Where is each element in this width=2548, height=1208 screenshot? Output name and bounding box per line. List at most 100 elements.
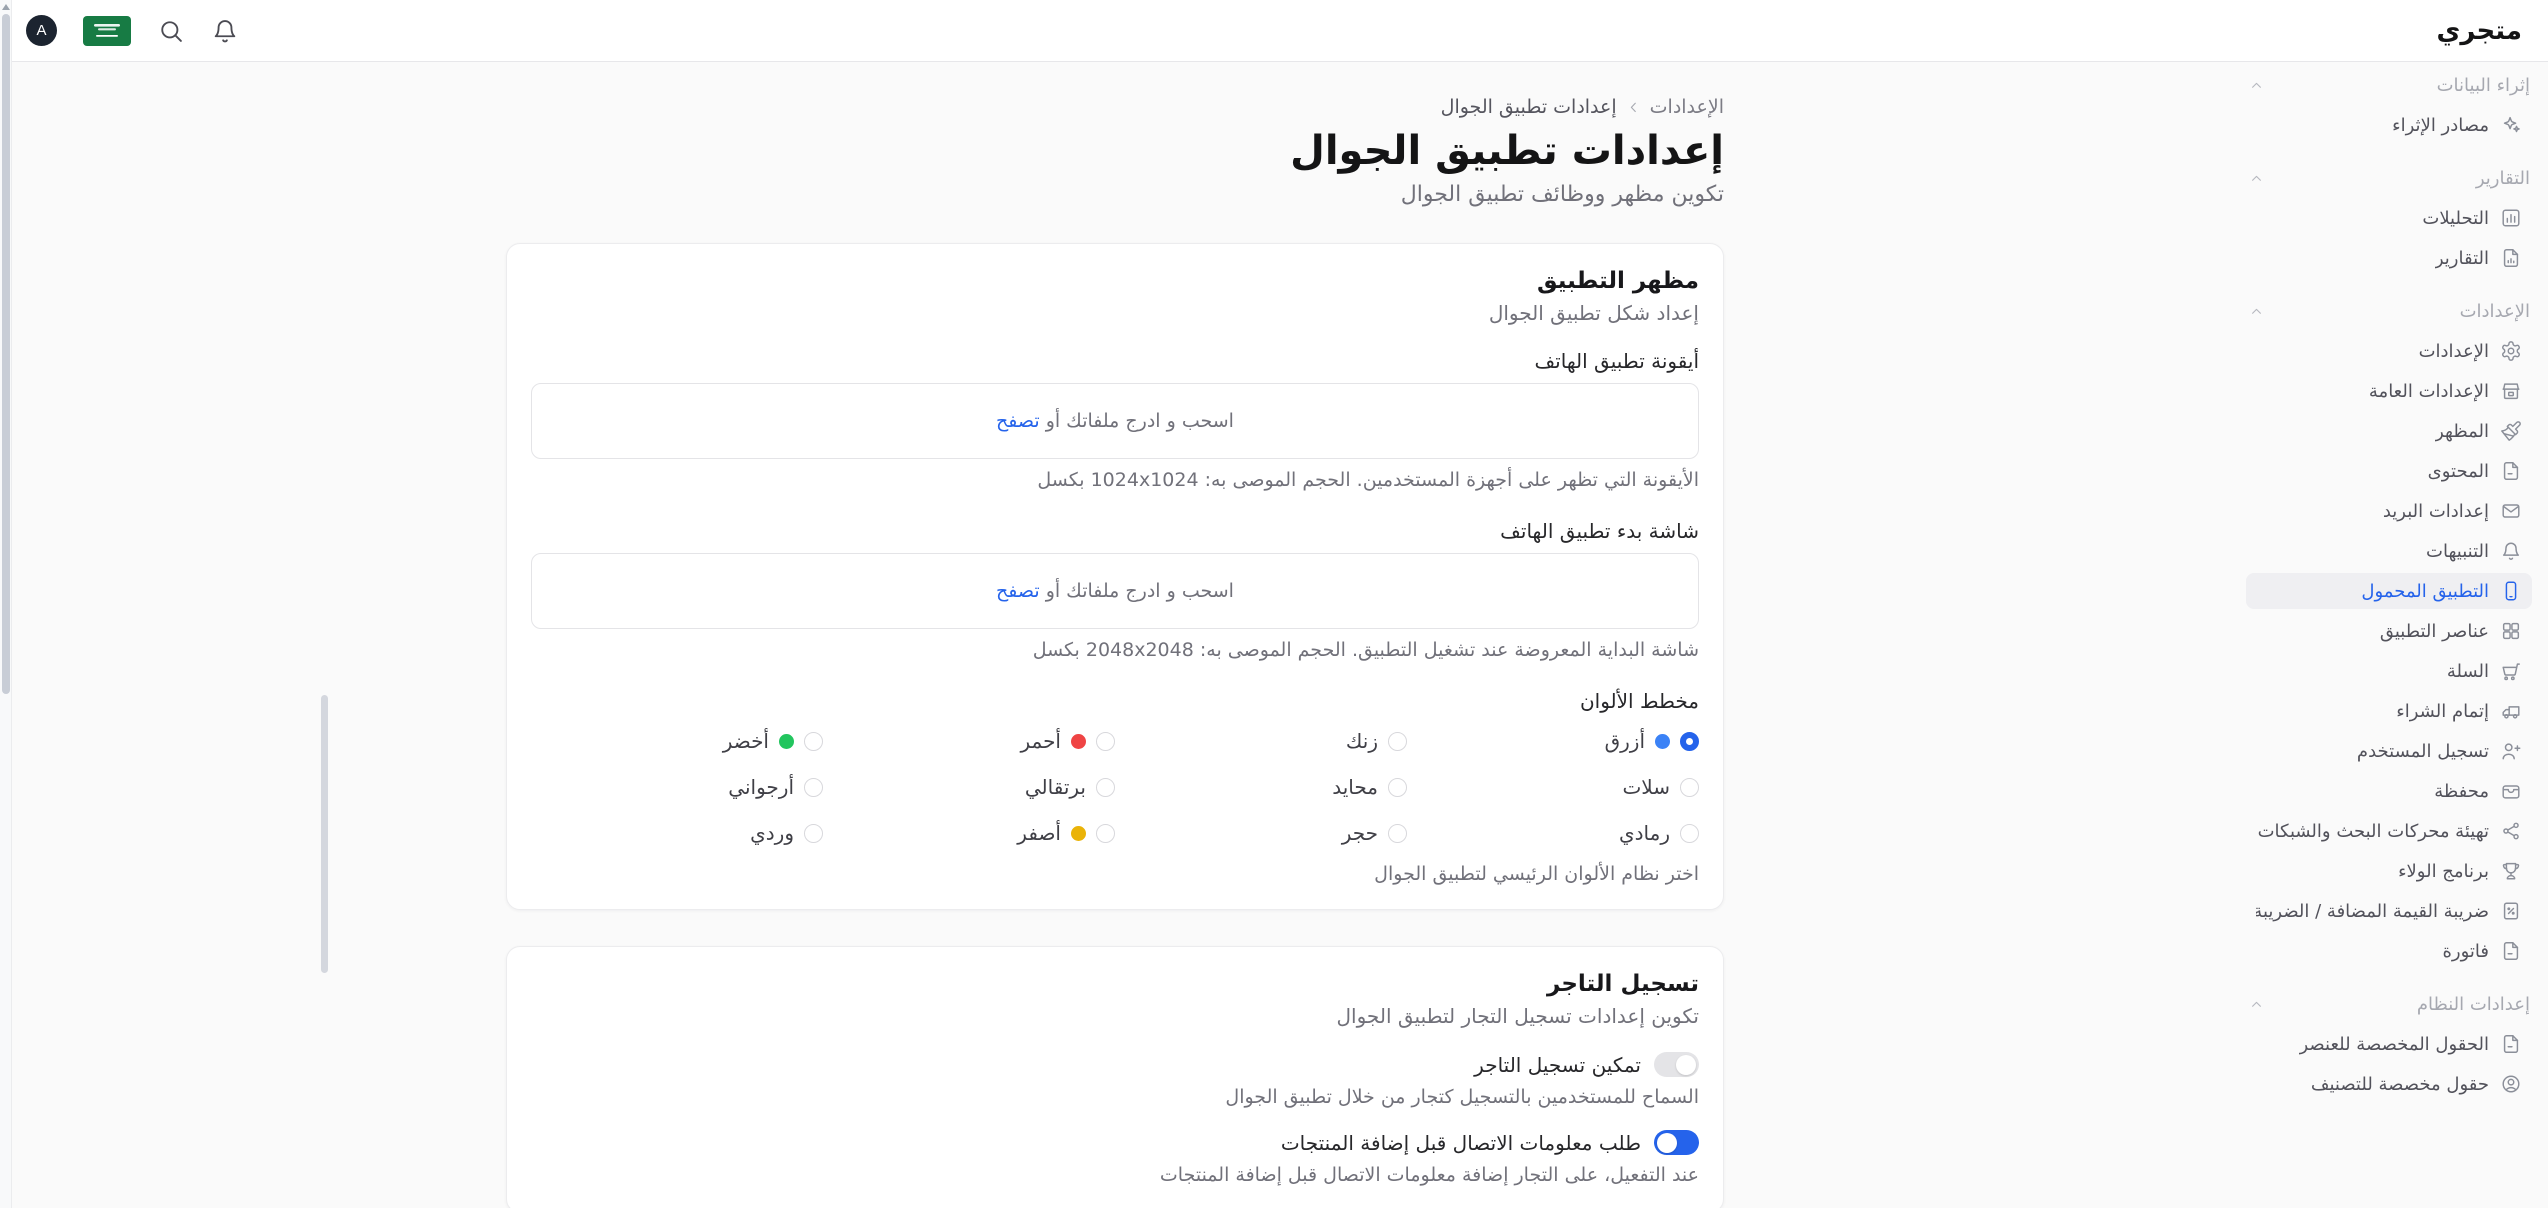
color-option[interactable]: أخضر <box>531 729 823 753</box>
color-swatch <box>1071 825 1086 841</box>
sidebar-item[interactable]: السلة <box>2246 653 2532 689</box>
sidebar-item[interactable]: التنبيهات <box>2246 533 2532 569</box>
section-header-label: التقارير <box>2475 167 2530 189</box>
chevron-up-icon <box>2248 303 2265 320</box>
topbar: متجري A <box>0 0 2548 62</box>
splash-screen-helper: شاشة البداية المعروضة عند تشغيل التطبيق.… <box>1032 639 1699 661</box>
chevron-up-icon <box>2248 170 2265 187</box>
sidebar-item[interactable]: تهيئة محركات البحث والشبكات الاجتما... <box>2246 813 2532 849</box>
page-subtitle: تكوين مظهر ووظائف تطبيق الجوال <box>1400 182 1724 207</box>
saudi-flag-language-icon[interactable] <box>83 15 131 46</box>
color-option[interactable]: أزرق <box>1407 729 1699 753</box>
main-content: الإعدادات إعدادات تطبيق الجوال إعدادات ت… <box>0 62 2230 1208</box>
color-option[interactable]: أحمر <box>823 729 1115 753</box>
radio-button[interactable] <box>804 731 823 751</box>
sidebar-item[interactable]: المحتوى <box>2246 453 2532 489</box>
page-title: إعدادات تطبيق الجوال <box>1290 128 1724 174</box>
radio-button[interactable] <box>804 823 823 843</box>
radio-button[interactable] <box>1680 731 1699 751</box>
page-scrollbar[interactable] <box>0 0 12 1208</box>
sidebar-item[interactable]: الإعدادات العامة <box>2246 373 2532 409</box>
color-option[interactable]: محايد <box>1115 775 1407 799</box>
sidebar-item-label: حقول مخصصة للتصنيف <box>2310 1073 2489 1095</box>
section-header-label: إثراء البيانات <box>2436 74 2530 96</box>
color-option[interactable]: زنك <box>1115 729 1407 753</box>
color-option-label: أخضر <box>722 729 769 753</box>
user-avatar[interactable]: A <box>26 15 57 46</box>
radio-button[interactable] <box>1680 823 1699 843</box>
sidebar-item-label: برنامج الولاء <box>2398 860 2489 882</box>
sidebar-item[interactable]: حقول مخصصة للتصنيف <box>2246 1066 2532 1102</box>
color-option-label: زنك <box>1345 729 1378 753</box>
scrollbar-up-arrow-icon[interactable] <box>2 4 10 10</box>
toggle-switch[interactable] <box>1654 1052 1699 1077</box>
toggle-label: طلب معلومات الاتصال قبل إضافة المنتجات <box>1280 1130 1641 1155</box>
topbar-actions: A <box>26 15 239 46</box>
breadcrumb-item-settings[interactable]: الإعدادات <box>1649 96 1724 118</box>
sparkles-icon <box>2500 114 2522 136</box>
radio-button[interactable] <box>1388 731 1407 751</box>
browse-link[interactable]: تصفح <box>996 580 1040 602</box>
color-option[interactable]: رمادي <box>1407 821 1699 845</box>
toggle-block: طلب معلومات الاتصال قبل إضافة المنتجات ع… <box>531 1130 1699 1186</box>
truck-icon <box>2500 700 2522 722</box>
sidebar-item[interactable]: تسجيل المستخدم <box>2246 733 2532 769</box>
sidebar-item-label: الحقول المخصصة للعنصر <box>2299 1033 2489 1055</box>
splash-screen-label: شاشة بدء تطبيق الهاتف <box>1500 519 1699 543</box>
sidebar-item-label: التحليلات <box>2422 207 2489 229</box>
sidebar-item[interactable]: إتمام الشراء <box>2246 693 2532 729</box>
sidebar-item[interactable]: عناصر التطبيق <box>2246 613 2532 649</box>
sidebar-item[interactable]: الحقول المخصصة للعنصر <box>2246 1026 2532 1062</box>
card-title: مظهر التطبيق <box>1537 268 1699 294</box>
sidebar-item[interactable]: التطبيق المحمول <box>2246 573 2532 609</box>
sidebar-item-label: المظهر <box>2435 420 2489 442</box>
trophy-icon <box>2500 860 2522 882</box>
app-icon-field: أيقونة تطبيق الهاتف اسحب و ادرج ملفاتك أ… <box>531 349 1699 491</box>
radio-button[interactable] <box>1680 777 1699 797</box>
sidebar-item[interactable]: المظهر <box>2246 413 2532 449</box>
sidebar-item[interactable]: التحليلات <box>2246 200 2532 236</box>
dropzone-text: اسحب و ادرج ملفاتك أو <box>1045 410 1234 432</box>
page-scrollbar-thumb[interactable] <box>2 14 10 694</box>
radio-button[interactable] <box>1096 777 1115 797</box>
toggle-switch[interactable] <box>1654 1130 1699 1155</box>
color-option[interactable]: أرجواني <box>531 775 823 799</box>
sidebar-item[interactable]: الإعدادات <box>2246 333 2532 369</box>
notifications-bell-icon[interactable] <box>211 17 239 45</box>
sidebar-item[interactable]: ضريبة القيمة المضافة / الضريبة <box>2246 893 2532 929</box>
radio-button[interactable] <box>1096 823 1115 843</box>
sidebar-item[interactable]: التقارير <box>2246 240 2532 276</box>
cart-icon <box>2500 660 2522 682</box>
app-icon-dropzone[interactable]: اسحب و ادرج ملفاتك أو تصفح <box>531 383 1699 459</box>
sidebar-section-header[interactable]: إعدادات النظام <box>2248 991 2530 1017</box>
color-option[interactable]: سلات <box>1407 775 1699 799</box>
sidebar-item[interactable]: محفظة <box>2246 773 2532 809</box>
app-icon-helper: الأيقونة التي تظهر على أجهزة المستخدمين.… <box>1037 469 1699 491</box>
radio-button[interactable] <box>1388 823 1407 843</box>
sidebar-item[interactable]: إعدادات البريد <box>2246 493 2532 529</box>
sidebar-section-header[interactable]: التقارير <box>2248 165 2530 191</box>
app-appearance-card: مظهر التطبيق إعداد شكل تطبيق الجوال أيقو… <box>506 243 1724 910</box>
radio-button[interactable] <box>1388 777 1407 797</box>
sidebar-scrollbar-thumb[interactable] <box>321 695 328 973</box>
browse-link[interactable]: تصفح <box>996 410 1040 432</box>
sidebar-item[interactable]: فاتورة <box>2246 933 2532 969</box>
color-option[interactable]: أصفر <box>823 821 1115 845</box>
search-icon[interactable] <box>157 17 185 45</box>
sidebar-section-header[interactable]: الإعدادات <box>2248 298 2530 324</box>
section-header-label: الإعدادات <box>2459 300 2530 322</box>
color-option[interactable]: برتقالي <box>823 775 1115 799</box>
sidebar-section-header[interactable]: إثراء البيانات <box>2248 72 2530 98</box>
color-option[interactable]: حجر <box>1115 821 1407 845</box>
radio-button[interactable] <box>804 777 823 797</box>
sidebar-item[interactable]: برنامج الولاء <box>2246 853 2532 889</box>
gear-icon <box>2500 340 2522 362</box>
color-swatch <box>1655 733 1670 749</box>
color-scheme-helper: اختر نظام الألوان الرئيسي لتطبيق الجوال <box>1374 863 1699 885</box>
radio-button[interactable] <box>1096 731 1115 751</box>
sidebar-item-label: تسجيل المستخدم <box>2356 740 2489 762</box>
splash-screen-dropzone[interactable]: اسحب و ادرج ملفاتك أو تصفح <box>531 553 1699 629</box>
color-option[interactable]: وردي <box>531 821 823 845</box>
toggle-knob <box>1676 1054 1696 1075</box>
sidebar-item[interactable]: مصادر الإثراء <box>2246 107 2532 143</box>
